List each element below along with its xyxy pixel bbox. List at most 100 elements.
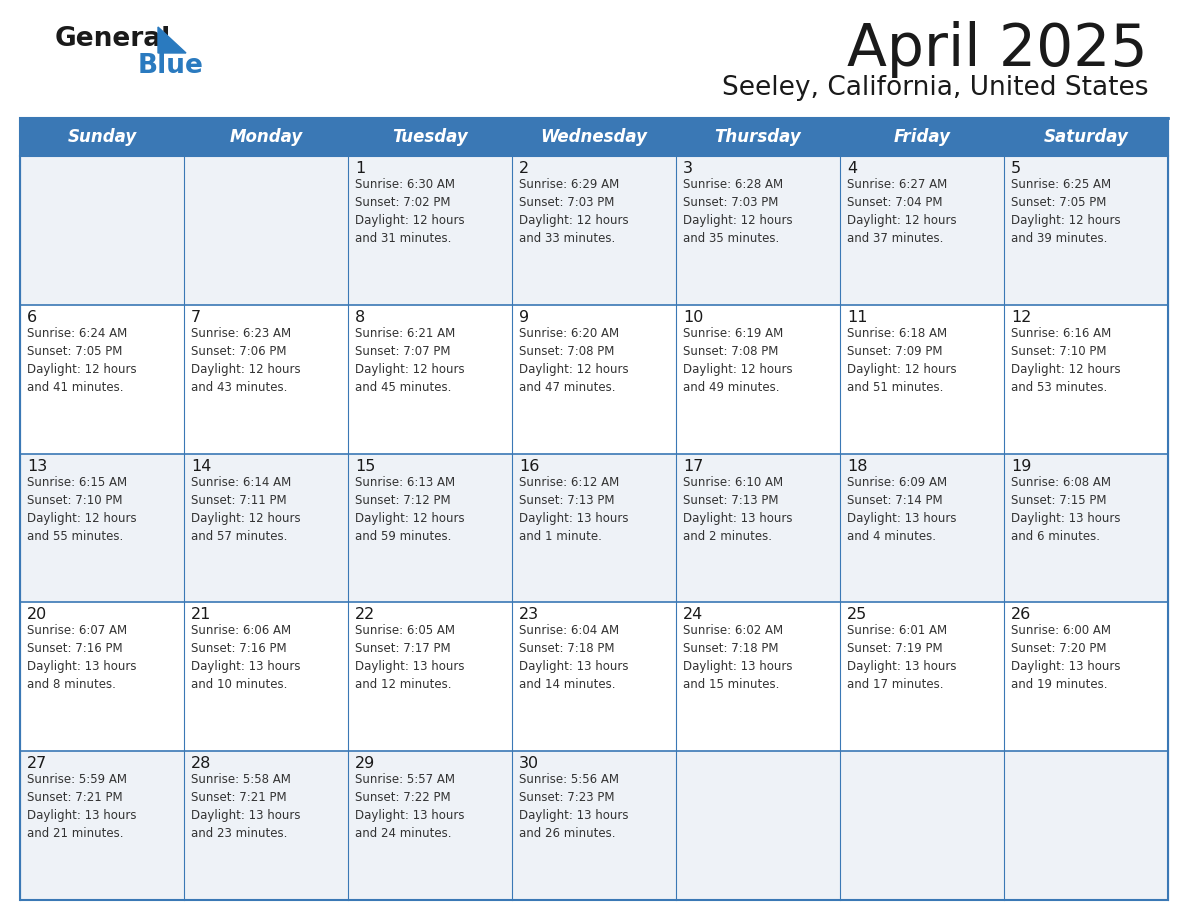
Text: Sunrise: 6:20 AM
Sunset: 7:08 PM
Daylight: 12 hours
and 47 minutes.: Sunrise: 6:20 AM Sunset: 7:08 PM Dayligh… xyxy=(519,327,628,394)
Text: Sunrise: 6:18 AM
Sunset: 7:09 PM
Daylight: 12 hours
and 51 minutes.: Sunrise: 6:18 AM Sunset: 7:09 PM Dayligh… xyxy=(847,327,956,394)
Text: Sunrise: 6:13 AM
Sunset: 7:12 PM
Daylight: 12 hours
and 59 minutes.: Sunrise: 6:13 AM Sunset: 7:12 PM Dayligh… xyxy=(355,476,465,543)
Bar xyxy=(348,156,512,305)
Text: 12: 12 xyxy=(1011,309,1031,325)
Text: Sunrise: 6:12 AM
Sunset: 7:13 PM
Daylight: 13 hours
and 1 minute.: Sunrise: 6:12 AM Sunset: 7:13 PM Dayligh… xyxy=(519,476,628,543)
Bar xyxy=(184,751,348,900)
Bar xyxy=(348,453,512,602)
Text: Sunrise: 6:15 AM
Sunset: 7:10 PM
Daylight: 12 hours
and 55 minutes.: Sunrise: 6:15 AM Sunset: 7:10 PM Dayligh… xyxy=(27,476,137,543)
Bar xyxy=(1004,118,1168,156)
Bar xyxy=(20,118,184,156)
Bar xyxy=(348,305,512,453)
Text: Sunrise: 6:19 AM
Sunset: 7:08 PM
Daylight: 12 hours
and 49 minutes.: Sunrise: 6:19 AM Sunset: 7:08 PM Dayligh… xyxy=(683,327,792,394)
Text: Sunrise: 5:58 AM
Sunset: 7:21 PM
Daylight: 13 hours
and 23 minutes.: Sunrise: 5:58 AM Sunset: 7:21 PM Dayligh… xyxy=(191,773,301,840)
Text: 10: 10 xyxy=(683,309,703,325)
Bar xyxy=(1004,453,1168,602)
Text: 3: 3 xyxy=(683,161,693,176)
Text: General: General xyxy=(55,26,171,52)
Bar xyxy=(184,305,348,453)
Text: 6: 6 xyxy=(27,309,37,325)
Text: Sunrise: 6:29 AM
Sunset: 7:03 PM
Daylight: 12 hours
and 33 minutes.: Sunrise: 6:29 AM Sunset: 7:03 PM Dayligh… xyxy=(519,178,628,245)
Bar xyxy=(676,751,840,900)
Text: Sunrise: 6:14 AM
Sunset: 7:11 PM
Daylight: 12 hours
and 57 minutes.: Sunrise: 6:14 AM Sunset: 7:11 PM Dayligh… xyxy=(191,476,301,543)
Text: 26: 26 xyxy=(1011,608,1031,622)
Polygon shape xyxy=(158,27,187,53)
Bar xyxy=(512,602,676,751)
Text: Sunrise: 6:07 AM
Sunset: 7:16 PM
Daylight: 13 hours
and 8 minutes.: Sunrise: 6:07 AM Sunset: 7:16 PM Dayligh… xyxy=(27,624,137,691)
Bar xyxy=(184,602,348,751)
Bar xyxy=(840,453,1004,602)
Bar xyxy=(840,305,1004,453)
Text: 4: 4 xyxy=(847,161,857,176)
Bar xyxy=(184,453,348,602)
Bar xyxy=(840,751,1004,900)
Text: Sunrise: 6:25 AM
Sunset: 7:05 PM
Daylight: 12 hours
and 39 minutes.: Sunrise: 6:25 AM Sunset: 7:05 PM Dayligh… xyxy=(1011,178,1120,245)
Text: Sunrise: 6:27 AM
Sunset: 7:04 PM
Daylight: 12 hours
and 37 minutes.: Sunrise: 6:27 AM Sunset: 7:04 PM Dayligh… xyxy=(847,178,956,245)
Text: 7: 7 xyxy=(191,309,201,325)
Text: 9: 9 xyxy=(519,309,529,325)
Text: Monday: Monday xyxy=(229,128,303,146)
Bar xyxy=(20,118,1168,900)
Text: 17: 17 xyxy=(683,459,703,474)
Text: 21: 21 xyxy=(191,608,211,622)
Bar xyxy=(348,602,512,751)
Text: Sunrise: 5:56 AM
Sunset: 7:23 PM
Daylight: 13 hours
and 26 minutes.: Sunrise: 5:56 AM Sunset: 7:23 PM Dayligh… xyxy=(519,773,628,840)
Text: 20: 20 xyxy=(27,608,48,622)
Text: 14: 14 xyxy=(191,459,211,474)
Bar xyxy=(20,305,184,453)
Text: Sunrise: 6:01 AM
Sunset: 7:19 PM
Daylight: 13 hours
and 17 minutes.: Sunrise: 6:01 AM Sunset: 7:19 PM Dayligh… xyxy=(847,624,956,691)
Bar xyxy=(1004,602,1168,751)
Text: Sunrise: 5:59 AM
Sunset: 7:21 PM
Daylight: 13 hours
and 21 minutes.: Sunrise: 5:59 AM Sunset: 7:21 PM Dayligh… xyxy=(27,773,137,840)
Text: 29: 29 xyxy=(355,756,375,771)
Text: 28: 28 xyxy=(191,756,211,771)
Bar xyxy=(1004,156,1168,305)
Bar xyxy=(1004,751,1168,900)
Bar xyxy=(840,602,1004,751)
Bar xyxy=(512,305,676,453)
Text: Sunrise: 6:02 AM
Sunset: 7:18 PM
Daylight: 13 hours
and 15 minutes.: Sunrise: 6:02 AM Sunset: 7:18 PM Dayligh… xyxy=(683,624,792,691)
Bar xyxy=(676,156,840,305)
Bar xyxy=(348,118,512,156)
Text: Sunrise: 6:06 AM
Sunset: 7:16 PM
Daylight: 13 hours
and 10 minutes.: Sunrise: 6:06 AM Sunset: 7:16 PM Dayligh… xyxy=(191,624,301,691)
Bar xyxy=(184,156,348,305)
Text: 8: 8 xyxy=(355,309,365,325)
Text: Tuesday: Tuesday xyxy=(392,128,468,146)
Text: April 2025: April 2025 xyxy=(847,21,1148,78)
Bar xyxy=(512,118,676,156)
Text: 13: 13 xyxy=(27,459,48,474)
Text: Sunrise: 6:24 AM
Sunset: 7:05 PM
Daylight: 12 hours
and 41 minutes.: Sunrise: 6:24 AM Sunset: 7:05 PM Dayligh… xyxy=(27,327,137,394)
Text: 19: 19 xyxy=(1011,459,1031,474)
Text: Friday: Friday xyxy=(893,128,950,146)
Text: Sunrise: 6:08 AM
Sunset: 7:15 PM
Daylight: 13 hours
and 6 minutes.: Sunrise: 6:08 AM Sunset: 7:15 PM Dayligh… xyxy=(1011,476,1120,543)
Text: Seeley, California, United States: Seeley, California, United States xyxy=(721,75,1148,101)
Text: 2: 2 xyxy=(519,161,529,176)
Text: 24: 24 xyxy=(683,608,703,622)
Text: 15: 15 xyxy=(355,459,375,474)
Bar xyxy=(1004,305,1168,453)
Bar xyxy=(348,751,512,900)
Bar xyxy=(512,751,676,900)
Bar xyxy=(512,453,676,602)
Bar xyxy=(676,453,840,602)
Text: 18: 18 xyxy=(847,459,867,474)
Text: Wednesday: Wednesday xyxy=(541,128,647,146)
Text: Sunrise: 6:09 AM
Sunset: 7:14 PM
Daylight: 13 hours
and 4 minutes.: Sunrise: 6:09 AM Sunset: 7:14 PM Dayligh… xyxy=(847,476,956,543)
Bar xyxy=(20,453,184,602)
Text: Sunrise: 6:16 AM
Sunset: 7:10 PM
Daylight: 12 hours
and 53 minutes.: Sunrise: 6:16 AM Sunset: 7:10 PM Dayligh… xyxy=(1011,327,1120,394)
Text: Sunrise: 6:00 AM
Sunset: 7:20 PM
Daylight: 13 hours
and 19 minutes.: Sunrise: 6:00 AM Sunset: 7:20 PM Dayligh… xyxy=(1011,624,1120,691)
Text: Sunrise: 6:04 AM
Sunset: 7:18 PM
Daylight: 13 hours
and 14 minutes.: Sunrise: 6:04 AM Sunset: 7:18 PM Dayligh… xyxy=(519,624,628,691)
Bar xyxy=(676,305,840,453)
Text: 5: 5 xyxy=(1011,161,1022,176)
Text: 25: 25 xyxy=(847,608,867,622)
Bar xyxy=(840,118,1004,156)
Text: Sunrise: 6:30 AM
Sunset: 7:02 PM
Daylight: 12 hours
and 31 minutes.: Sunrise: 6:30 AM Sunset: 7:02 PM Dayligh… xyxy=(355,178,465,245)
Bar xyxy=(20,602,184,751)
Bar xyxy=(676,118,840,156)
Text: Blue: Blue xyxy=(138,53,204,79)
Text: Sunrise: 6:23 AM
Sunset: 7:06 PM
Daylight: 12 hours
and 43 minutes.: Sunrise: 6:23 AM Sunset: 7:06 PM Dayligh… xyxy=(191,327,301,394)
Text: Sunday: Sunday xyxy=(68,128,137,146)
Text: Sunrise: 6:21 AM
Sunset: 7:07 PM
Daylight: 12 hours
and 45 minutes.: Sunrise: 6:21 AM Sunset: 7:07 PM Dayligh… xyxy=(355,327,465,394)
Bar xyxy=(840,156,1004,305)
Bar xyxy=(676,602,840,751)
Text: Sunrise: 6:10 AM
Sunset: 7:13 PM
Daylight: 13 hours
and 2 minutes.: Sunrise: 6:10 AM Sunset: 7:13 PM Dayligh… xyxy=(683,476,792,543)
Text: Saturday: Saturday xyxy=(1043,128,1129,146)
